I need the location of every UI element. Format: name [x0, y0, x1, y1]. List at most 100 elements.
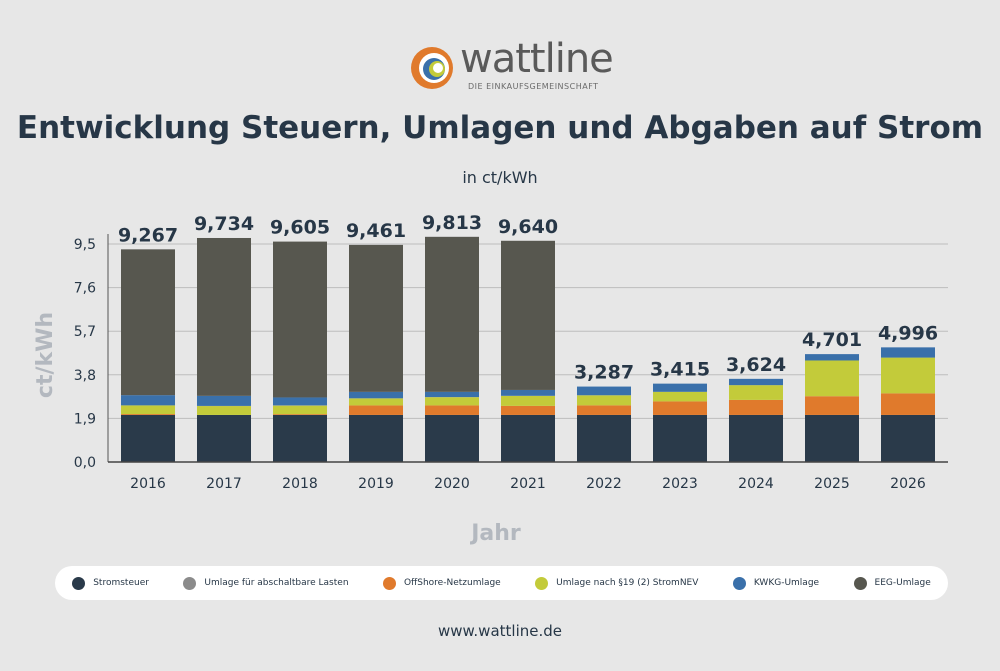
- bar-segment: [273, 241, 327, 398]
- bar-segment: [197, 237, 251, 396]
- x-tick-label: 2026: [890, 476, 926, 492]
- bar-segment: [425, 397, 479, 406]
- bar-segment: [425, 236, 479, 392]
- bar-segment: [653, 391, 707, 402]
- bar-segment: [121, 405, 175, 415]
- total-label: 4,701: [802, 329, 862, 351]
- bar-segment: [805, 414, 859, 462]
- bar-segment: [881, 347, 935, 358]
- bar-segment: [805, 360, 859, 397]
- bar-segment: [273, 414, 327, 415]
- bar-segment: [729, 385, 783, 400]
- bar-segment: [273, 397, 327, 406]
- bar-segment: [349, 391, 403, 399]
- legend-label: Umlage für abschaltbare Lasten: [204, 578, 349, 588]
- total-label: 9,734: [194, 213, 254, 235]
- total-label: 9,640: [498, 216, 558, 238]
- bar-segment: [881, 393, 935, 415]
- bar-segment: [501, 395, 555, 406]
- bar-segment: [729, 399, 783, 415]
- logo-text: wattline: [460, 36, 614, 82]
- legend-swatch: [382, 576, 396, 590]
- x-tick-label: 2025: [814, 476, 850, 492]
- x-axis-title: Jahr: [469, 521, 521, 546]
- wattline-logo-icon: [411, 47, 453, 89]
- chart-plot: 0,0 1,9 3,8 5,7 7,6 9,5 9,267 2016 9,734 2017 9,60…: [33, 212, 948, 546]
- bar-segment: [121, 395, 175, 406]
- total-label: 9,813: [422, 212, 482, 234]
- bar-segment: [349, 405, 403, 415]
- bar-segment: [577, 395, 631, 406]
- legend-item: KWKG-Umlage: [732, 576, 820, 590]
- y-tick-label: 7,6: [74, 281, 96, 297]
- y-tick-label: 9,5: [74, 237, 96, 253]
- legend-label: Stromsteuer: [93, 578, 149, 588]
- bar-segment: [653, 383, 707, 392]
- total-label: 9,605: [270, 217, 330, 239]
- x-tick-label: 2016: [130, 476, 166, 492]
- legend-swatch: [535, 576, 549, 590]
- y-tick-label: 0,0: [74, 455, 96, 471]
- bar-segment: [881, 414, 935, 462]
- bar-segment: [349, 244, 403, 392]
- legend-swatch: [853, 576, 867, 590]
- bar-segment: [197, 414, 251, 462]
- bar-segment: [501, 414, 555, 462]
- total-label: 3,624: [726, 354, 786, 376]
- total-label: 3,415: [650, 359, 710, 381]
- bar-segment: [881, 357, 935, 394]
- bar-segment: [425, 414, 479, 462]
- legend-label: Umlage nach §19 (2) StromNEV: [556, 578, 699, 588]
- bar-segment: [425, 405, 479, 415]
- bar-segment: [273, 414, 327, 462]
- bar-segment: [349, 414, 403, 462]
- chart-subtitle: in ct/kWh: [462, 168, 538, 187]
- total-label: 9,267: [118, 224, 178, 246]
- bar-segment: [121, 414, 175, 415]
- bar-segment: [653, 401, 707, 415]
- bar-segment: [273, 405, 327, 415]
- bar-segment: [653, 414, 707, 462]
- bar-segment: [425, 391, 479, 398]
- y-axis-title: ct/kWh: [33, 312, 58, 398]
- x-tick-label: 2018: [282, 476, 318, 492]
- bar-segment: [197, 395, 251, 406]
- x-tick-label: 2020: [434, 476, 470, 492]
- bar-segment: [349, 398, 403, 406]
- legend-item: Umlage für abschaltbare Lasten: [183, 576, 349, 590]
- legend-label: EEG-Umlage: [874, 578, 931, 588]
- total-label: 3,287: [574, 362, 634, 384]
- legend-swatch: [732, 576, 746, 590]
- bar-segment: [197, 406, 251, 415]
- legend: Stromsteuer Umlage für abschaltbare Laste…: [55, 566, 948, 600]
- logo-tagline: DIE EINKAUFSGEMEINSCHAFT: [468, 82, 599, 91]
- y-tick-label: 3,8: [74, 368, 96, 384]
- x-tick-label: 2017: [206, 476, 242, 492]
- chart-title: Entwicklung Steuern, Umlagen und Abgaben…: [16, 110, 984, 146]
- bar-segment: [501, 389, 555, 396]
- bar-segment: [729, 378, 783, 386]
- bar-segment: [729, 414, 783, 462]
- total-label: 9,461: [346, 220, 406, 242]
- x-tick-label: 2022: [586, 476, 622, 492]
- bar-segment: [501, 240, 555, 390]
- y-tick-label: 5,7: [74, 324, 96, 340]
- bar-segment: [577, 414, 631, 462]
- legend-swatch: [72, 576, 86, 590]
- bar-segment: [577, 405, 631, 415]
- footer-url[interactable]: www.wattline.de: [437, 622, 562, 640]
- legend-item: OffShore-Netzumlage: [382, 576, 501, 590]
- bar-segment: [805, 354, 859, 361]
- legend-label: OffShore-Netzumlage: [403, 578, 501, 588]
- legend-swatch: [183, 576, 197, 590]
- total-label: 4,996: [878, 322, 938, 344]
- x-tick-label: 2019: [358, 476, 394, 492]
- x-tick-label: 2023: [662, 476, 698, 492]
- legend-item: Stromsteuer: [72, 576, 149, 590]
- x-tick-label: 2021: [510, 476, 546, 492]
- legend-label: KWKG-Umlage: [753, 578, 820, 588]
- bar-segment: [121, 414, 175, 462]
- bar-segment: [577, 386, 631, 396]
- y-tick-label: 1,9: [74, 411, 96, 427]
